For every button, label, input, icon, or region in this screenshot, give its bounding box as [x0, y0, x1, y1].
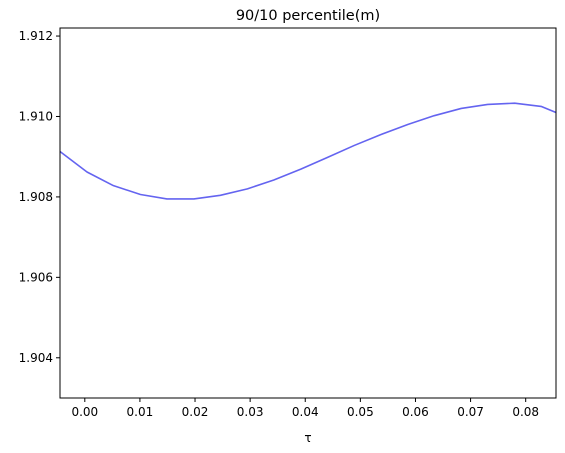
- x-tick-label: 0.07: [457, 405, 484, 419]
- x-axis-label: τ: [304, 431, 311, 445]
- x-tick-label: 0.05: [347, 405, 374, 419]
- y-tick-label: 1.912: [19, 29, 53, 43]
- y-tick-label: 1.908: [19, 190, 53, 204]
- x-tick-label: 0.03: [237, 405, 264, 419]
- x-axis-ticks: 0.00 0.01 0.02 0.03 0.04 0.05 0.06 0.07 0.08: [71, 398, 539, 419]
- chart-title: 90/10 percentile(m): [236, 8, 380, 24]
- x-tick-label: 0.06: [402, 405, 429, 419]
- x-tick-label: 0.01: [127, 405, 154, 419]
- plot-area: [60, 102, 556, 200]
- x-tick-label: 0.00: [71, 405, 98, 419]
- y-axis-ticks: 1.904 1.906 1.908 1.910 1.912: [19, 29, 60, 365]
- y-tick-label: 1.910: [19, 109, 53, 123]
- y-tick-label: 1.906: [19, 270, 53, 284]
- plot-frame: [59, 27, 557, 399]
- x-tick-label: 0.02: [182, 405, 209, 419]
- series-line-1: [60, 102, 556, 200]
- y-tick-label: 1.904: [19, 351, 53, 365]
- x-tick-label: 0.04: [292, 405, 319, 419]
- x-tick-label: 0.08: [512, 405, 539, 419]
